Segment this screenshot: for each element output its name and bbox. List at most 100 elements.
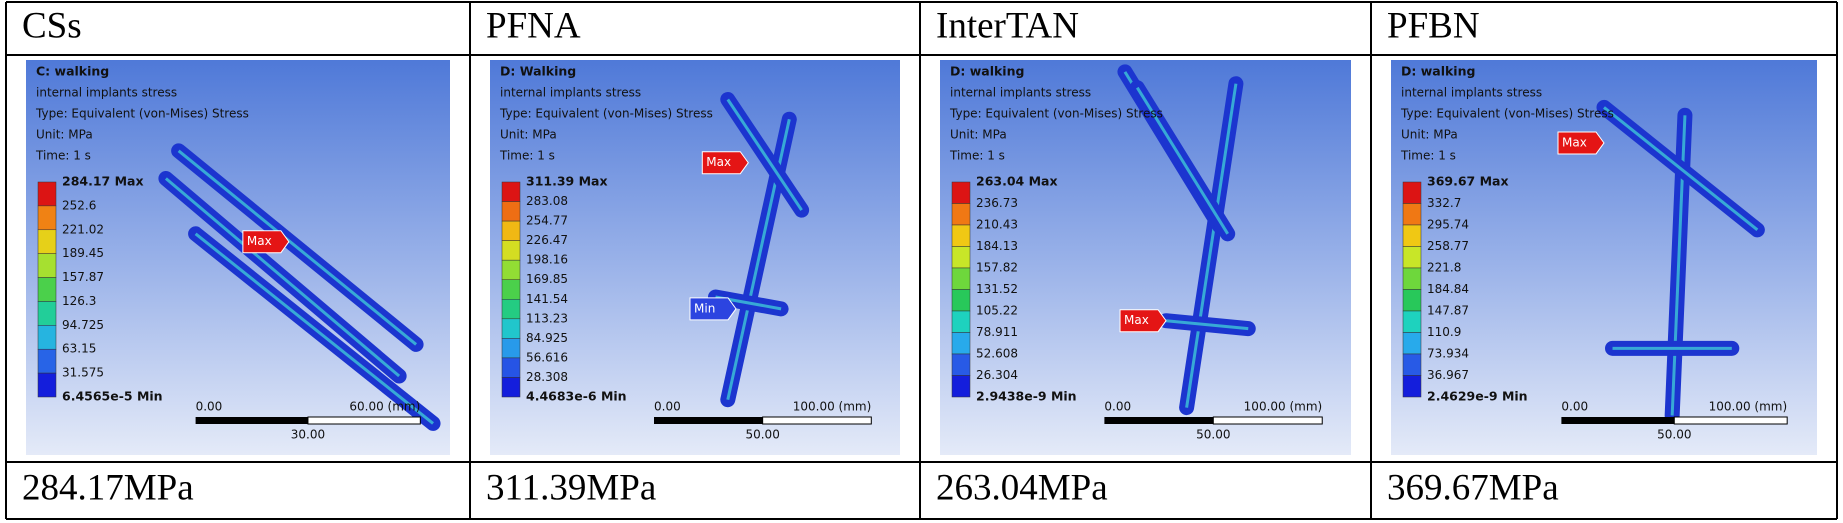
scale-label: 0.00 bbox=[654, 400, 681, 414]
legend-label: 105.22 bbox=[976, 304, 1018, 318]
scale-label: 30.00 bbox=[291, 428, 325, 442]
scale-label: 50.00 bbox=[745, 428, 779, 442]
implant-stress bbox=[164, 177, 401, 378]
legend-label: 6.4565e-5 Min bbox=[62, 389, 163, 404]
panel-info: Unit: MPa bbox=[950, 128, 1007, 142]
scale-label: 50.00 bbox=[1196, 428, 1230, 442]
legend-label: 258.77 bbox=[1427, 239, 1469, 253]
legend-swatch bbox=[37, 205, 57, 231]
legend-swatch bbox=[37, 301, 57, 326]
legend-label: 141.54 bbox=[526, 292, 568, 306]
legend-label: 283.08 bbox=[526, 194, 568, 208]
column-header: PFBN bbox=[1387, 5, 1480, 46]
legend-swatch bbox=[501, 181, 521, 202]
panel-info: Time: 1 s bbox=[35, 149, 91, 163]
legend-label: 295.74 bbox=[1427, 218, 1469, 232]
scale-label: 0.00 bbox=[1104, 400, 1131, 414]
legend-swatch bbox=[501, 201, 521, 222]
panel-info: Type: Equivalent (von-Mises) Stress bbox=[1400, 107, 1614, 121]
legend-swatch bbox=[501, 338, 521, 359]
legend-label: 63.15 bbox=[62, 342, 96, 356]
legend-label: 94.725 bbox=[62, 318, 104, 332]
stress-panel: D: Walking internal implants stress Type: … bbox=[490, 60, 900, 455]
scale-bar bbox=[307, 416, 421, 425]
panel-info: Time: 1 s bbox=[499, 149, 555, 163]
legend-swatch bbox=[37, 348, 57, 374]
panel-info: Type: Equivalent (von-Mises) Stress bbox=[35, 107, 249, 121]
legend-label: 84.925 bbox=[526, 331, 568, 345]
legend-label: 131.52 bbox=[976, 282, 1018, 296]
legend-label: 226.47 bbox=[526, 233, 568, 247]
legend-swatch bbox=[501, 318, 521, 339]
implant-stress bbox=[1136, 86, 1229, 235]
legend-label: 2.9438e-9 Min bbox=[976, 389, 1077, 404]
column-header: InterTAN bbox=[936, 5, 1079, 46]
panel-background bbox=[940, 60, 1351, 455]
legend-label: 184.13 bbox=[976, 239, 1018, 253]
probe-marker bbox=[1557, 131, 1605, 155]
scale-label: 100.00 (mm) bbox=[1709, 400, 1788, 414]
legend-label: 236.73 bbox=[976, 196, 1018, 210]
panel-info: Time: 1 s bbox=[1400, 149, 1456, 163]
probe-marker bbox=[1119, 309, 1167, 333]
implant-stress bbox=[726, 98, 803, 211]
panel-title: D: walking bbox=[950, 64, 1024, 79]
legend-label: 198.16 bbox=[526, 253, 568, 267]
legend-label: 36.967 bbox=[1427, 368, 1469, 382]
legend-label: 126.3 bbox=[62, 294, 96, 308]
legend-swatch bbox=[1402, 375, 1422, 398]
panel-info: internal implants stress bbox=[950, 86, 1091, 100]
panel-info: internal implants stress bbox=[36, 86, 177, 100]
legend-swatch bbox=[1402, 246, 1422, 269]
panel-info: Type: Equivalent (von-Mises) Stress bbox=[499, 107, 713, 121]
legend-label: 157.82 bbox=[976, 261, 1018, 275]
legend-swatch bbox=[1402, 310, 1422, 333]
scale-bar bbox=[762, 416, 872, 425]
legend-swatch bbox=[1402, 203, 1422, 226]
legend-label: 263.04 Max bbox=[976, 174, 1058, 189]
probe-marker bbox=[689, 297, 737, 321]
probe-marker bbox=[242, 230, 290, 254]
probe-label: Max bbox=[1124, 313, 1149, 327]
legend-label: 284.17 Max bbox=[62, 174, 144, 189]
legend-label: 110.9 bbox=[1427, 325, 1461, 339]
probe-label: Min bbox=[694, 301, 715, 315]
legend-swatch bbox=[37, 372, 57, 398]
legend-swatch bbox=[1402, 224, 1422, 247]
legend-swatch bbox=[951, 310, 971, 333]
legend-swatch bbox=[1402, 332, 1422, 355]
legend-label: 2.4629e-9 Min bbox=[1427, 389, 1528, 404]
scale-bar bbox=[195, 417, 308, 424]
legend-swatch bbox=[951, 375, 971, 398]
legend-swatch bbox=[951, 224, 971, 247]
probe-marker bbox=[701, 151, 749, 175]
legend-swatch bbox=[1402, 289, 1422, 312]
stress-value: 369.67MPa bbox=[1387, 467, 1559, 508]
legend-swatch bbox=[37, 325, 57, 350]
legend-swatch bbox=[501, 377, 521, 398]
implant-stress bbox=[177, 149, 418, 346]
legend-swatch bbox=[501, 259, 521, 280]
panel-background bbox=[1391, 60, 1817, 455]
legend-label: 221.8 bbox=[1427, 261, 1461, 275]
legend-swatch bbox=[501, 220, 521, 241]
legend-label: 169.85 bbox=[526, 272, 568, 286]
legend-swatch bbox=[37, 277, 57, 302]
legend-label: 221.02 bbox=[62, 222, 104, 236]
panel-info: Type: Equivalent (von-Mises) Stress bbox=[949, 107, 1163, 121]
legend-label: 113.23 bbox=[526, 311, 568, 325]
legend-swatch bbox=[1402, 267, 1422, 290]
legend-label: 4.4683e-6 Min bbox=[526, 389, 627, 404]
legend-swatch bbox=[951, 289, 971, 312]
stress-value: 263.04MPa bbox=[936, 467, 1108, 508]
legend-swatch bbox=[951, 246, 971, 269]
stress-panel: C: walking internal implants stress Type: … bbox=[26, 60, 450, 455]
panel-info: internal implants stress bbox=[1401, 86, 1542, 100]
legend-swatch bbox=[37, 229, 57, 254]
legend-swatch bbox=[501, 299, 521, 320]
legend-label: 184.84 bbox=[1427, 282, 1469, 296]
column-header: CSs bbox=[22, 5, 82, 46]
column-header: PFNA bbox=[486, 5, 581, 46]
implant-stress bbox=[1603, 106, 1759, 232]
legend-label: 26.304 bbox=[976, 368, 1018, 382]
